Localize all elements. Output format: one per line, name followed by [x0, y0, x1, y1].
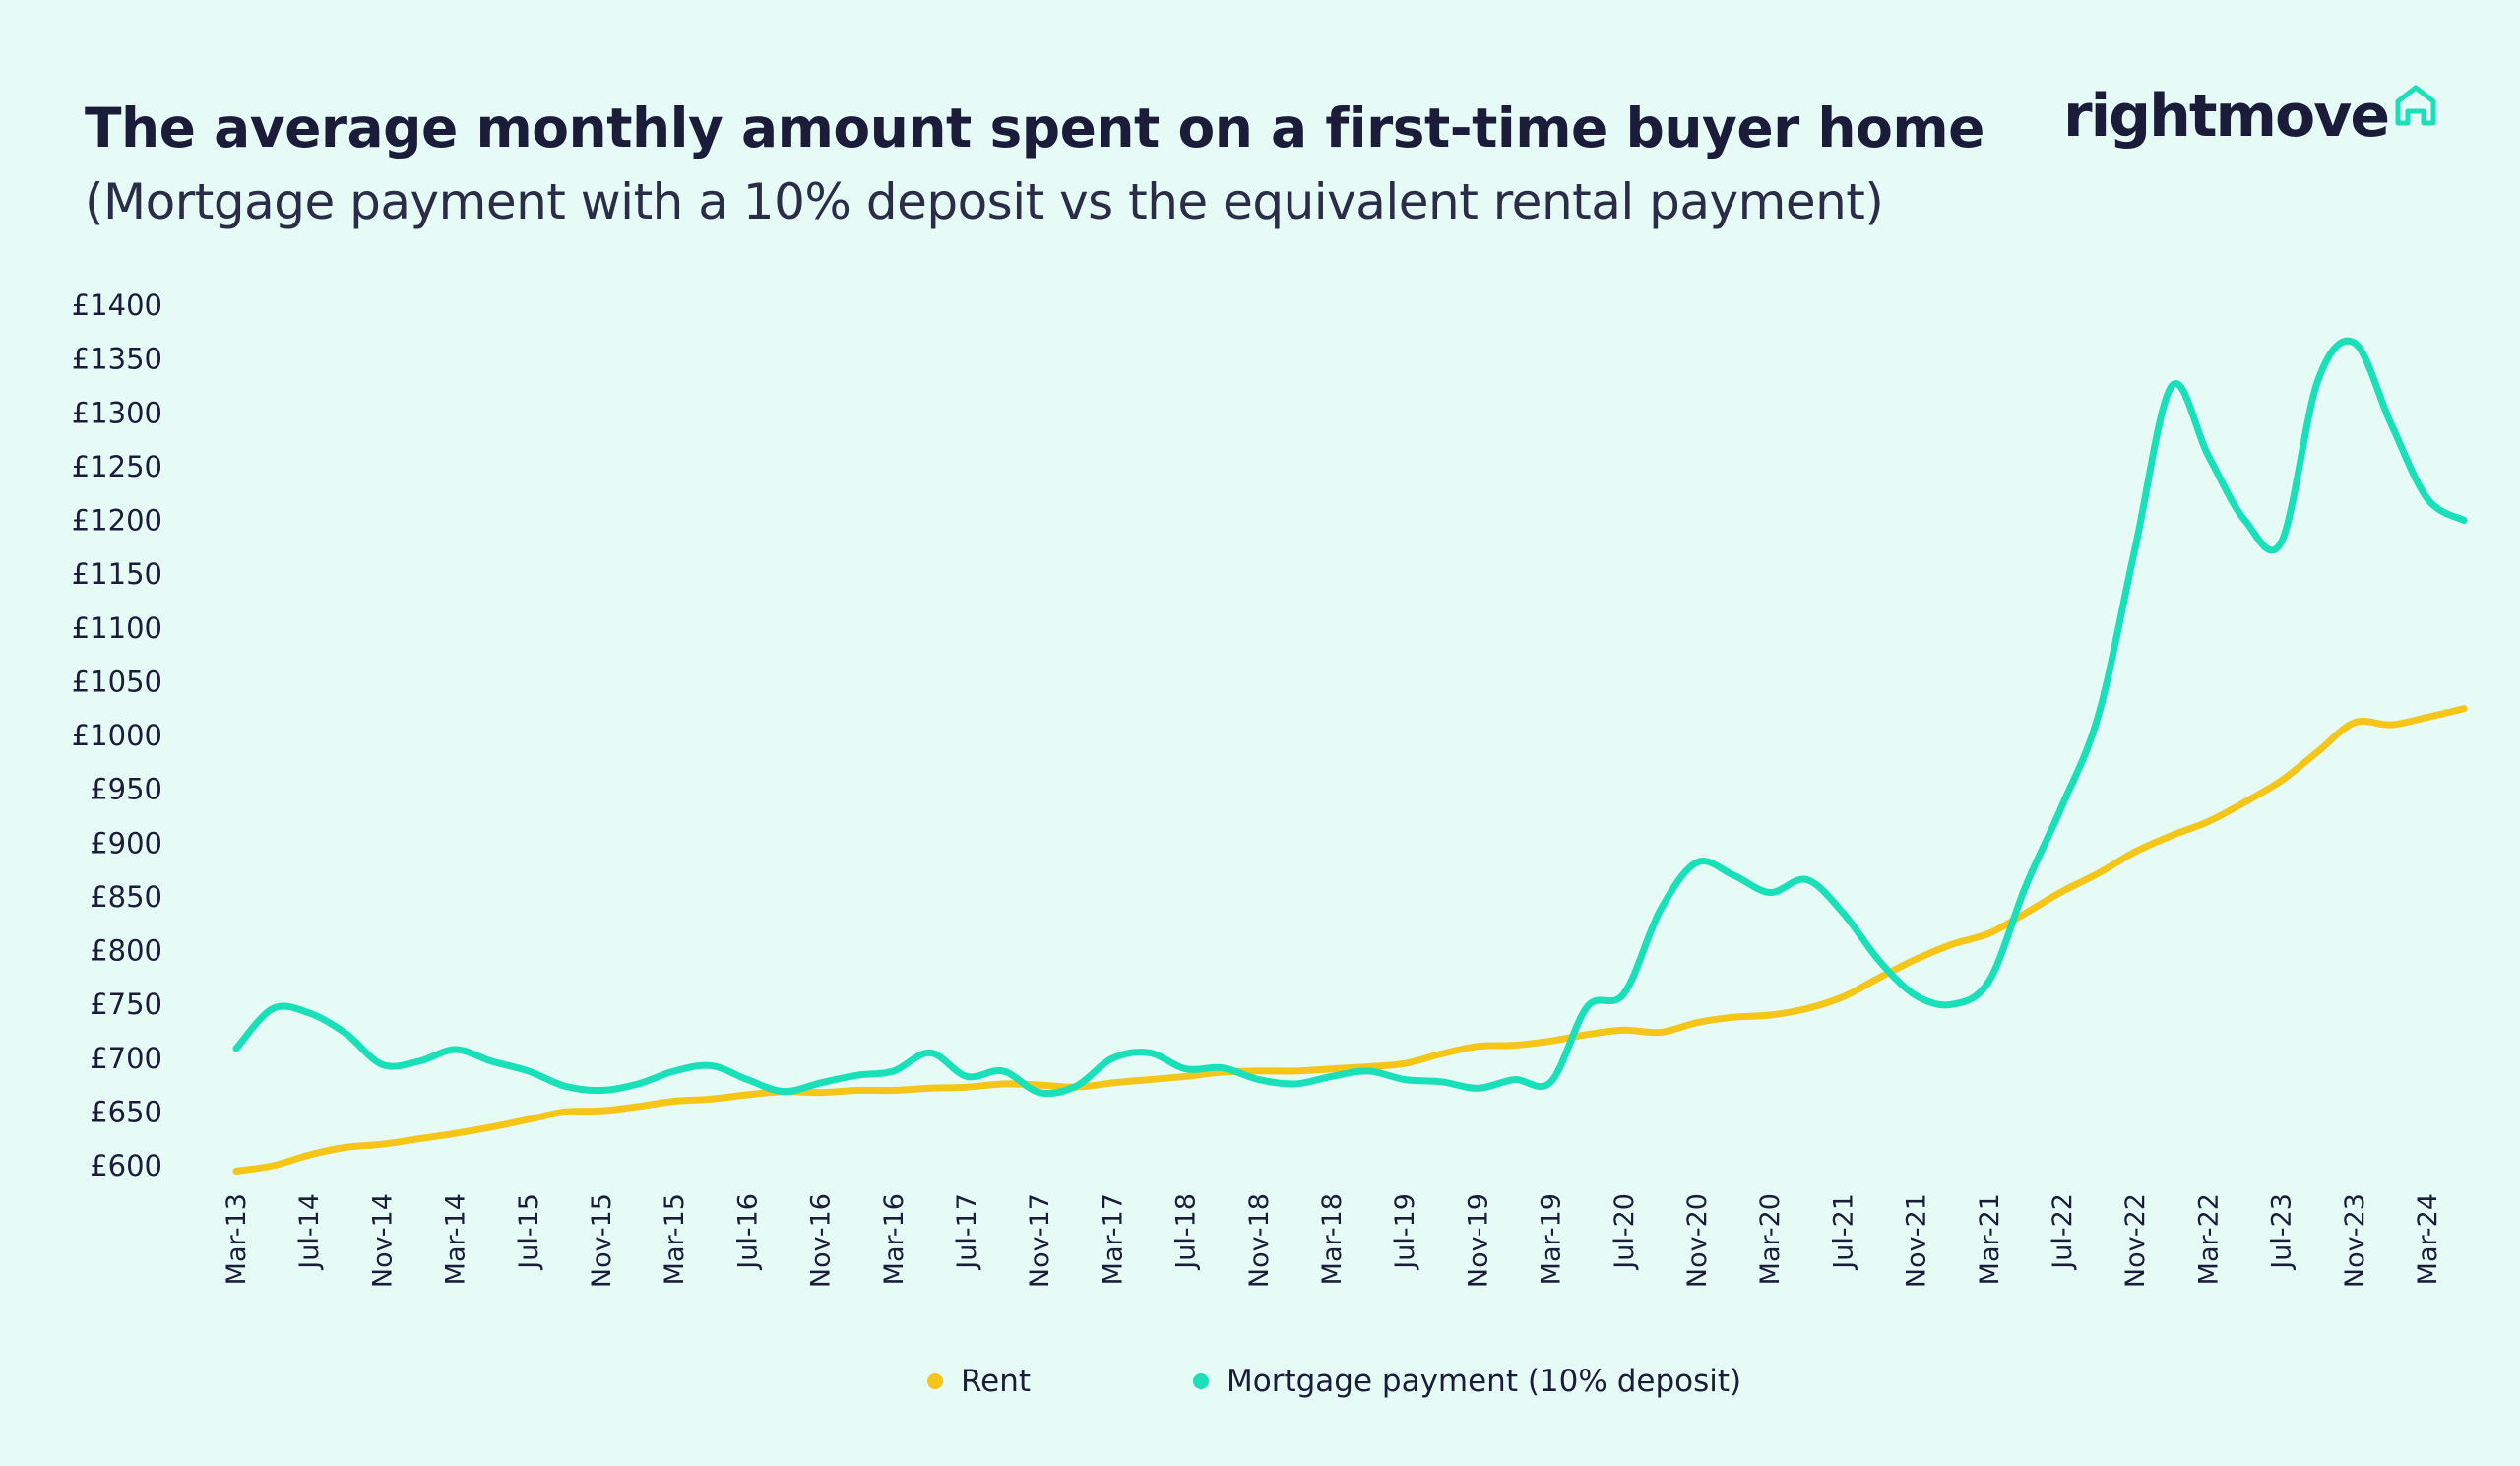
- series-lines: [232, 337, 2468, 1175]
- mortgage-series-line: [232, 337, 2468, 1098]
- y-tick-label: £1200: [72, 504, 162, 538]
- y-tick-label: £750: [90, 988, 162, 1021]
- x-tick-label: Jul-14: [294, 1193, 325, 1271]
- y-tick-label: £600: [90, 1149, 162, 1182]
- y-tick-label: £1300: [72, 396, 162, 429]
- y-tick-label: £1100: [72, 611, 162, 645]
- x-tick-label: Nov-23: [2340, 1193, 2370, 1288]
- x-tick-label: Mar-17: [1098, 1193, 1128, 1285]
- x-tick-label: Mar-13: [221, 1193, 252, 1285]
- y-tick-label: £650: [90, 1095, 162, 1128]
- rent-legend-dot: [927, 1373, 943, 1389]
- x-axis: Mar-13 Jul-14 Nov-14 Mar-14 Jul-15 Nov-15 Mar-…: [221, 1193, 2443, 1288]
- x-tick-label: Mar-14: [441, 1193, 472, 1285]
- x-tick-label: Mar-19: [1537, 1193, 1567, 1285]
- y-tick-label: £1050: [72, 665, 162, 698]
- y-tick-label: £1250: [72, 450, 162, 483]
- x-tick-label: Mar-18: [1317, 1193, 1348, 1285]
- x-tick-label: Mar-16: [879, 1193, 910, 1285]
- mortgage-legend-dot: [1193, 1373, 1209, 1389]
- y-tick-label: £900: [90, 826, 162, 860]
- y-tick-label: £1400: [72, 288, 162, 322]
- logo-text: rightmove: [2063, 82, 2390, 151]
- x-tick-label: Jul-17: [952, 1193, 982, 1271]
- x-tick-label: Nov-19: [1463, 1193, 1493, 1288]
- x-tick-label: Nov-15: [587, 1193, 617, 1288]
- x-tick-label: Mar-22: [2193, 1193, 2224, 1285]
- y-tick-label: £850: [90, 880, 162, 914]
- x-tick-label: Nov-14: [367, 1193, 398, 1288]
- chart-subtitle: (Mortgage payment with a 10% deposit vs …: [85, 173, 1884, 230]
- rent-series-line: [232, 705, 2468, 1175]
- legend-label-mortgage: Mortgage payment (10% deposit): [1227, 1364, 1742, 1399]
- x-tick-label: Jul-19: [1390, 1193, 1420, 1271]
- legend-item-rent: Rent: [927, 1364, 1031, 1399]
- x-tick-label: Nov-20: [1682, 1193, 1713, 1288]
- x-tick-label: Nov-17: [1025, 1193, 1055, 1288]
- legend-item-mortgage: Mortgage payment (10% deposit): [1193, 1364, 1741, 1399]
- x-tick-label: Jul-22: [2048, 1193, 2078, 1271]
- legend: Rent Mortgage payment (10% deposit): [0, 1364, 2520, 1413]
- y-tick-label: £1150: [72, 557, 162, 591]
- legend-label-rent: Rent: [961, 1364, 1032, 1399]
- x-tick-label: Mar-24: [2413, 1193, 2443, 1285]
- y-tick-label: £1350: [72, 343, 162, 376]
- y-tick-label: £1000: [72, 719, 162, 752]
- x-tick-label: Jul-15: [514, 1193, 544, 1271]
- x-tick-label: Jul-23: [2267, 1193, 2298, 1271]
- x-tick-label: Mar-15: [660, 1193, 690, 1285]
- x-tick-label: Nov-21: [1902, 1193, 1932, 1288]
- x-tick-label: Nov-18: [1244, 1193, 1275, 1288]
- chart-title: The average monthly amount spent on a fi…: [85, 96, 1984, 159]
- y-tick-label: £700: [90, 1042, 162, 1075]
- x-tick-label: Mar-20: [1755, 1193, 1786, 1285]
- x-tick-label: Nov-22: [2120, 1193, 2151, 1288]
- x-tick-label: Jul-21: [1828, 1193, 1858, 1271]
- y-axis: £1400 £1350 £1300 £1250 £1200 £1150 £1100 £1050…: [72, 288, 162, 1182]
- y-tick-label: £800: [90, 934, 162, 968]
- rightmove-logo: rightmove: [2063, 77, 2439, 156]
- x-tick-label: Jul-18: [1171, 1193, 1202, 1271]
- x-tick-label: Mar-21: [1975, 1193, 2005, 1285]
- x-tick-label: Jul-16: [732, 1193, 763, 1271]
- x-tick-label: Nov-16: [806, 1193, 837, 1288]
- x-tick-label: Jul-20: [1609, 1193, 1640, 1271]
- house-outline-icon: [2392, 82, 2439, 133]
- y-tick-label: £950: [90, 773, 162, 806]
